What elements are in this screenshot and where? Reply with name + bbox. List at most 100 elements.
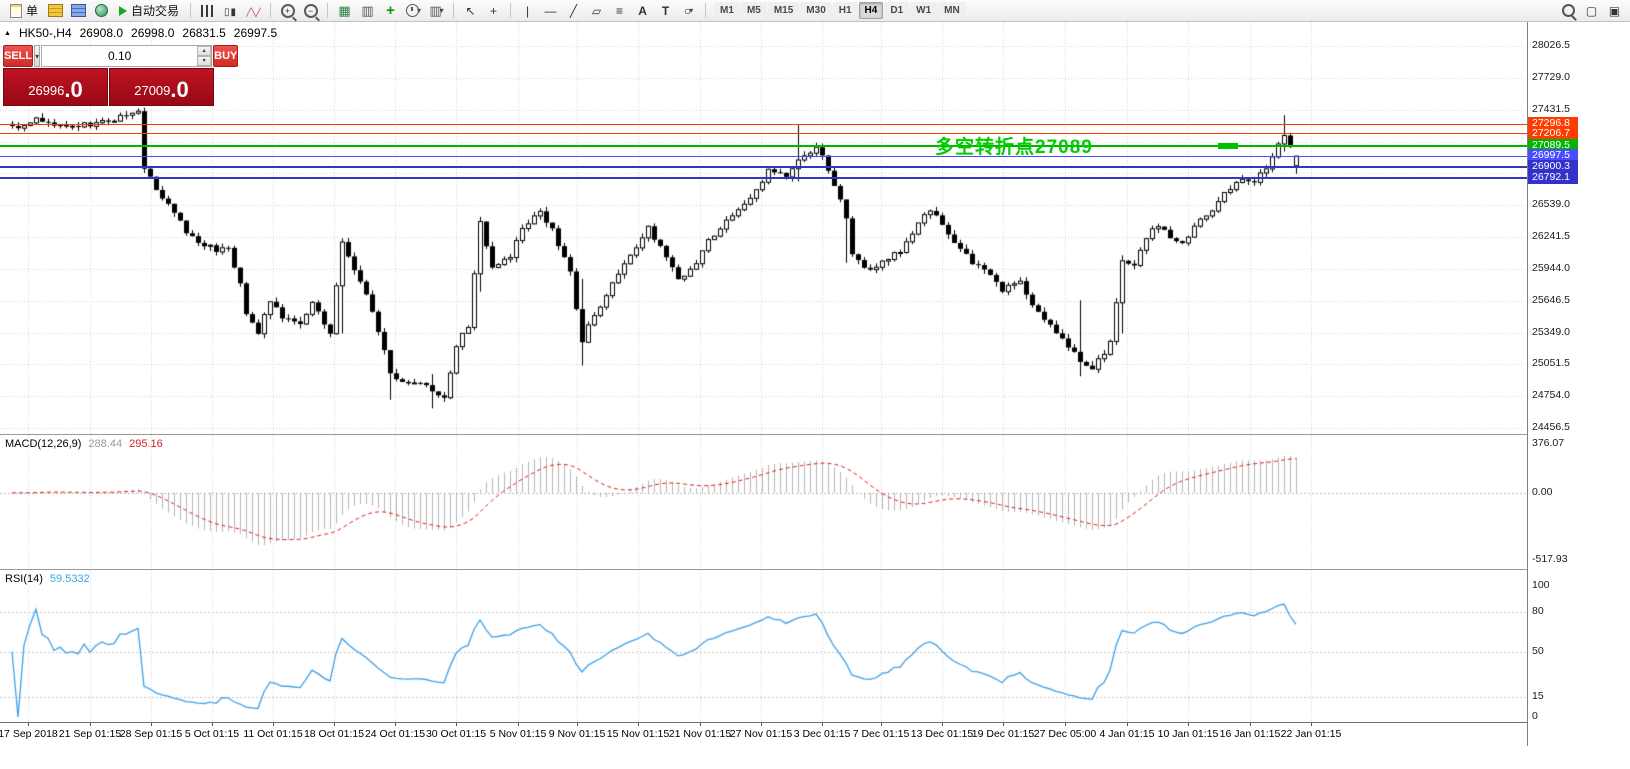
price-scale-label: 26241.5 (1532, 230, 1570, 242)
low-value: 26831.5 (182, 26, 226, 40)
symbol-period-label: HK50-,H4 (18, 26, 72, 40)
horizontal-line-icon[interactable]: — (544, 3, 557, 18)
panel-separator[interactable] (0, 434, 1630, 435)
zoom-out-icon[interactable]: − (300, 2, 321, 20)
price-scale-label: 25646.5 (1532, 293, 1570, 306)
timeframe-button-m5[interactable]: M5 (740, 2, 767, 19)
volume-input[interactable] (42, 46, 198, 66)
time-axis-label: 30 Oct 01:15 (425, 728, 487, 740)
volume-decrease-button[interactable]: ▾ (197, 56, 212, 66)
time-tick (638, 723, 639, 726)
macd-scale-label: 376.07 (1532, 437, 1565, 449)
rsi-panel[interactable]: RSI(14) 59.5332 (0, 570, 1527, 722)
horizontal-line-26900.3[interactable] (0, 165, 1527, 168)
arrow-tool-button[interactable]: T (661, 3, 670, 18)
window-menu-icon[interactable]: ▣ (1608, 3, 1621, 18)
vertical-line-icon[interactable]: | (525, 3, 530, 18)
price-scale-label: 24754.0 (1532, 389, 1570, 402)
bar-chart-icon[interactable] (197, 2, 218, 20)
bid-price-button[interactable]: 26996.0 (3, 68, 108, 106)
timeframe-button-m1[interactable]: M1 (714, 2, 740, 19)
candlestick-chart-icon[interactable] (220, 2, 241, 20)
autotrading-button[interactable]: 自动交易 (114, 2, 184, 20)
timeframe-button-mn[interactable]: MN (938, 2, 966, 19)
time-tick (942, 723, 943, 726)
price-scale-label: 27729.0 (1532, 70, 1570, 83)
text-tool-button[interactable]: A (638, 3, 647, 18)
time-tick (456, 723, 457, 726)
navigator-icon[interactable] (91, 2, 112, 20)
price-chart-panel[interactable]: ▲ HK50-,H4 26908.0 26998.0 26831.5 26997… (0, 22, 1527, 434)
templates-icon[interactable]: ▾ (426, 2, 447, 20)
time-axis-label: 15 Nov 01:15 (606, 728, 670, 740)
time-axis[interactable]: 17 Sep 2018 21 Sep 01:15 28 Sep 01:15 5 Oct… (0, 723, 1527, 746)
price-chart-canvas[interactable] (0, 22, 1527, 434)
sell-button[interactable]: SELL (3, 45, 34, 67)
volume-increase-button[interactable]: ▴ (197, 46, 212, 56)
cursor-icon[interactable]: ↖ (465, 3, 476, 18)
time-axis-label: 5 Oct 01:15 (184, 728, 240, 740)
new-order-button[interactable]: 单 (5, 2, 43, 20)
horizontal-line-27206.7[interactable] (0, 133, 1527, 135)
add-indicator-icon[interactable] (380, 2, 401, 20)
periods-icon[interactable]: ▾ (403, 2, 424, 20)
shapes-icon[interactable]: ○ ▾ (683, 3, 694, 18)
time-tick (273, 723, 274, 726)
panel-separator[interactable] (0, 569, 1630, 570)
rsi-scale-label: 80 (1532, 605, 1544, 618)
macd-canvas[interactable] (0, 435, 1527, 569)
line-chart-icon[interactable] (243, 2, 264, 20)
timeframe-toolbar: M1 M5 M15 M30 H1 H4 D1 W1 MN (714, 2, 966, 19)
price-scale[interactable]: 28026.5 27729.0 27431.5 26539.0 26241.5 25944… (1527, 22, 1630, 746)
time-axis-label: 7 Dec 01:15 (852, 728, 910, 740)
channel-icon[interactable]: ▱ (591, 3, 602, 18)
window-restore-icon[interactable]: ▢ (1585, 3, 1598, 18)
ohlc-info: ▲ HK50-,H4 26908.0 26998.0 26831.5 26997… (4, 26, 277, 40)
time-axis-separator (0, 722, 1630, 723)
autotrading-play-icon (119, 5, 128, 16)
open-value: 26908.0 (79, 26, 124, 40)
time-tick (395, 723, 396, 726)
rsi-canvas[interactable] (0, 570, 1527, 722)
timeframe-button-m30[interactable]: M30 (800, 2, 832, 19)
toolbar-separator (190, 3, 192, 18)
crosshair-icon[interactable]: + (490, 3, 498, 18)
volume-dropdown-button[interactable]: ▾ (34, 45, 41, 67)
timeframe-button-h4[interactable]: H4 (858, 2, 884, 19)
ask-price-button[interactable]: 27009.0 (109, 68, 214, 106)
rsi-scale-label: 50 (1532, 644, 1544, 657)
green-trend-segment[interactable] (1218, 143, 1238, 149)
time-axis-label: 27 Nov 01:15 (729, 728, 793, 740)
fibonacci-icon[interactable]: ≡ (616, 3, 624, 18)
pivot-annotation-text[interactable]: 多空转折点27089 (935, 137, 1093, 158)
new-chart-icon[interactable] (334, 2, 355, 20)
timeframe-button-d1[interactable]: D1 (884, 2, 910, 19)
time-tick (1127, 723, 1128, 726)
macd-scale-label: 0.00 (1532, 485, 1553, 498)
price-line-label: 27089.5 (1528, 139, 1578, 153)
horizontal-line-26792.1[interactable] (0, 177, 1527, 180)
macd-panel[interactable]: MACD(12,26,9) 288.44 295.16 (0, 435, 1527, 569)
timeframe-button-m15[interactable]: M15 (767, 2, 800, 19)
time-tick (1188, 723, 1189, 726)
timeframe-button-h1[interactable]: H1 (832, 2, 858, 19)
toolbar-separator (327, 3, 329, 18)
market-watch-icon[interactable] (45, 2, 66, 20)
time-tick (1250, 723, 1251, 726)
horizontal-line-26997.5[interactable] (0, 155, 1527, 157)
buy-button[interactable]: BUY (213, 45, 239, 67)
time-axis-label: 19 Dec 01:15 (971, 728, 1035, 740)
data-window-icon[interactable] (68, 2, 89, 20)
toolbar-separator (270, 3, 272, 18)
horizontal-line-27089.5[interactable] (0, 145, 1527, 148)
rsi-value: 59.5332 (49, 573, 90, 585)
horizontal-line-27296.8[interactable] (0, 123, 1527, 125)
trendline-icon[interactable]: ╱ (569, 3, 578, 18)
zoom-in-icon[interactable]: + (277, 2, 298, 20)
search-icon[interactable] (1558, 2, 1579, 20)
time-tick (212, 723, 213, 726)
timeframe-button-w1[interactable]: W1 (910, 2, 938, 19)
price-scale-label: 25051.5 (1532, 357, 1570, 370)
tile-windows-icon[interactable] (357, 2, 378, 20)
toolbar-separator (453, 3, 455, 18)
